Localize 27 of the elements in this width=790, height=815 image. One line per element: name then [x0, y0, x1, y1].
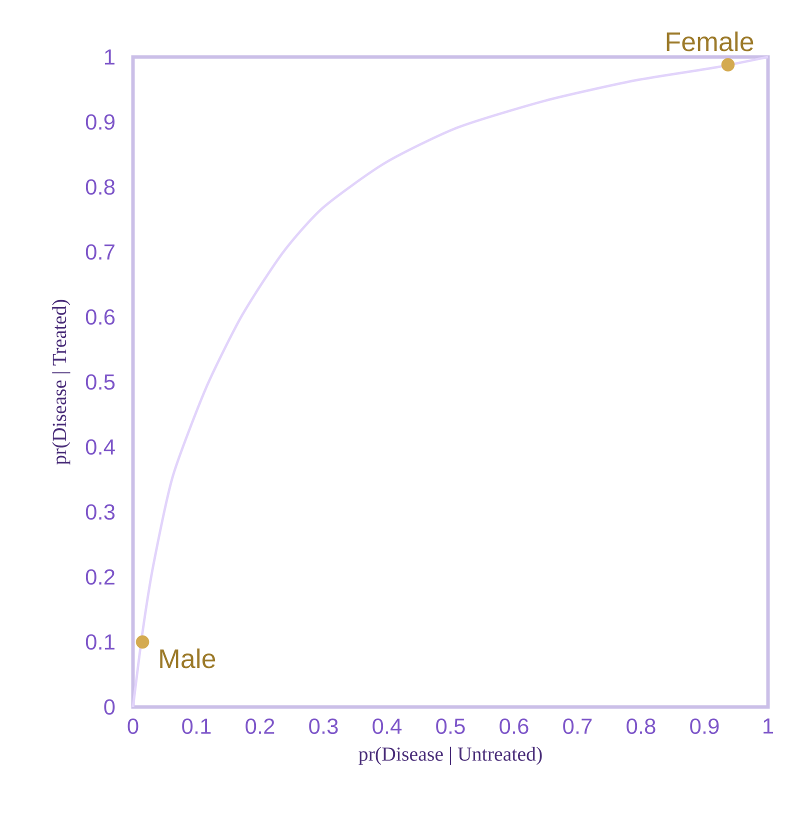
- x-tick-label: 0.4: [372, 718, 402, 734]
- x-tick-label: 0.5: [436, 718, 465, 734]
- y-tick-label: 0.4: [86, 439, 115, 455]
- y-tick-label: 1: [105, 49, 114, 65]
- y-tick-label: 0: [104, 699, 115, 715]
- y-tick-label: 0.7: [86, 244, 114, 260]
- y-tick-label: 0.3: [86, 504, 115, 520]
- x-tick-label: 0.2: [246, 718, 274, 734]
- x-tick-label: 1: [764, 718, 774, 734]
- x-tick-label: 0.7: [563, 718, 592, 734]
- y-tick-label: 0.1: [86, 634, 114, 650]
- annotation: Female: [666, 32, 754, 52]
- x-tick-label: 0.1: [182, 718, 211, 734]
- y-tick-label: 0.6: [86, 309, 115, 325]
- y-tick-label: 0.9: [86, 114, 114, 130]
- x-tick-label: 0.8: [626, 718, 656, 734]
- x-tick-label: 0.3: [309, 718, 338, 734]
- y-axis-title: pr(Disease | Treated): [52, 300, 70, 465]
- y-tick-label: 0.8: [86, 179, 115, 195]
- line-series: [132, 56, 770, 708]
- y-tick-label: 0.2: [86, 569, 114, 585]
- x-tick-label: 0.9: [690, 718, 719, 734]
- x-tick-label: 0: [128, 718, 138, 734]
- y-tick-label: 0.5: [86, 374, 115, 390]
- x-axis-title: pr(Disease | Untreated): [358, 746, 542, 765]
- annotation: Male: [160, 648, 216, 668]
- x-tick-label: 0.6: [500, 718, 528, 734]
